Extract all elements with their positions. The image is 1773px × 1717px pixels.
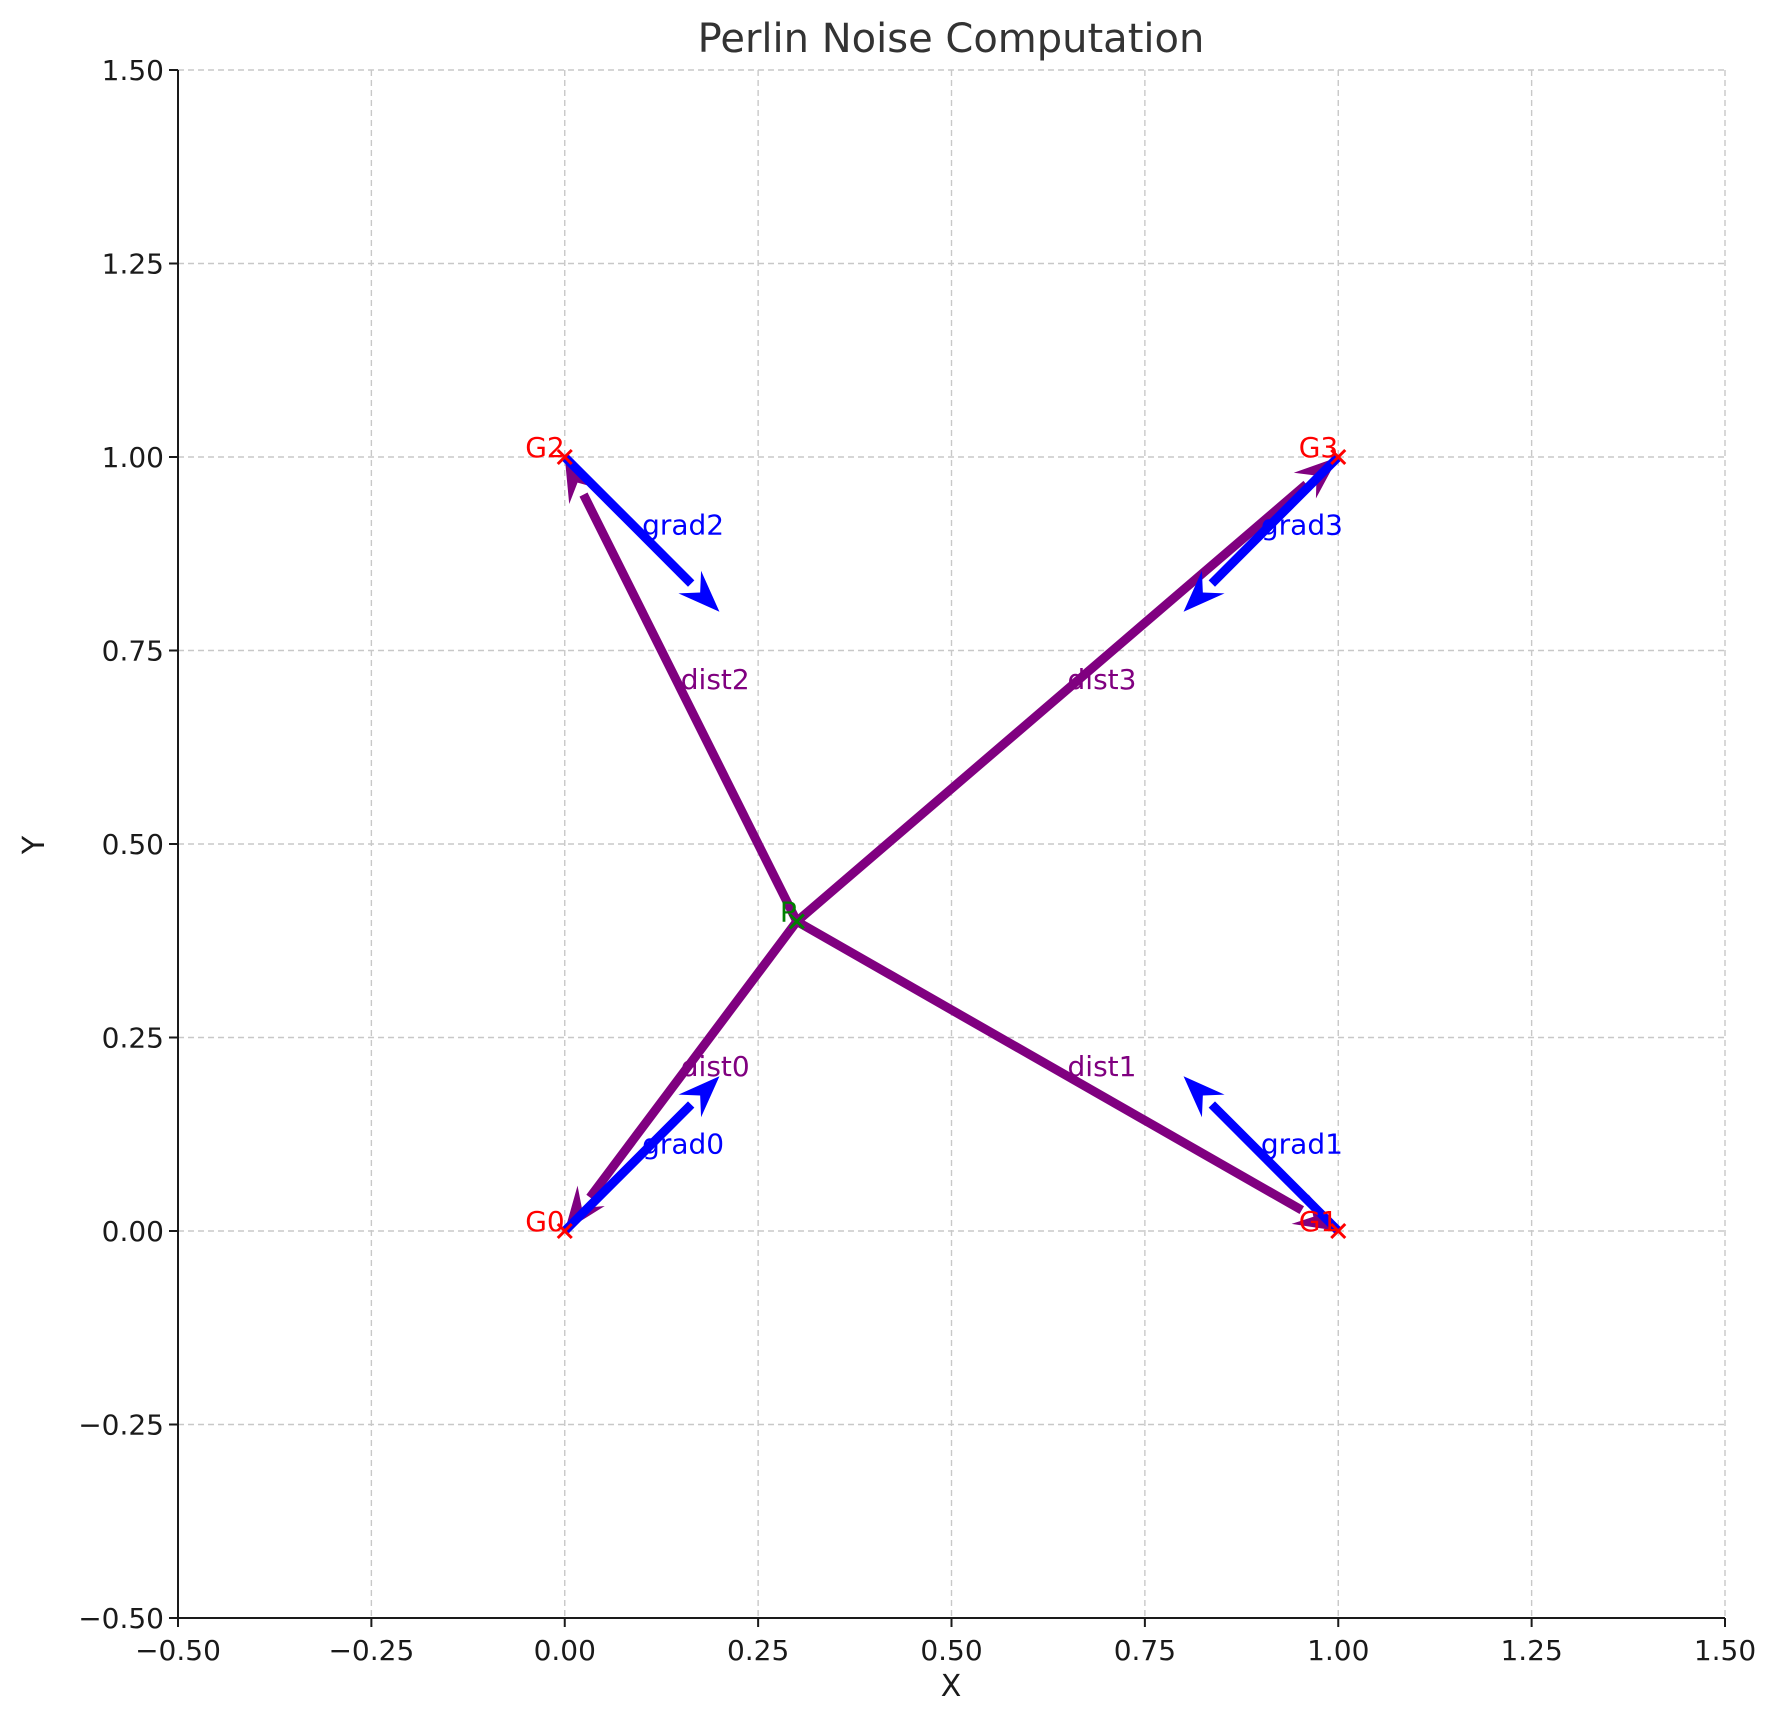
y-tick-label: 1.25 <box>102 248 164 281</box>
grid-point-marker-G3-stroke-b <box>1330 448 1347 466</box>
gradient-arrow-grad1 <box>1183 1076 1342 1235</box>
tick-marks: −0.50 −0.25 0.00 0.25 0.50 0.75 1.00 1.25 1.50 −0… <box>78 54 1756 1667</box>
distance-label: dist3 <box>1068 663 1137 696</box>
x-tick-label: 0.25 <box>727 1634 789 1667</box>
gradient-vectors <box>561 453 1342 1235</box>
x-tick-label: 1.50 <box>1694 1634 1756 1667</box>
x-tick-label: 0.50 <box>920 1634 982 1667</box>
x-tick-label: 0.00 <box>534 1634 596 1667</box>
gradient-arrow-grad3-head <box>1183 570 1225 612</box>
grid-point-label: G1 <box>1299 1205 1339 1238</box>
gradient-arrow-grad2-head <box>678 570 720 612</box>
gradient-arrow-grad0-shaft <box>561 1101 695 1235</box>
query-point-label: P <box>780 895 797 928</box>
x-axis-title: X <box>941 1669 962 1704</box>
query-point-marker <box>788 913 805 930</box>
grid-point-marker-G0 <box>556 1222 573 1240</box>
gradient-arrow-grad0 <box>561 1076 720 1235</box>
y-tick-label: −0.50 <box>78 1602 164 1635</box>
chart-title: Perlin Noise Computation <box>698 16 1205 62</box>
grid-point-marker-G1-stroke-b <box>1330 1222 1347 1240</box>
y-tick-label: 0.25 <box>102 1022 164 1055</box>
grid-point-label: G3 <box>1299 431 1339 464</box>
distance-arrow-dist0-shaft <box>586 918 801 1201</box>
grid-point-marker-G3 <box>1330 448 1347 466</box>
y-tick-label: 0.50 <box>102 828 164 861</box>
gradient-label: grad1 <box>1261 1128 1343 1161</box>
distance-label: dist1 <box>1068 1050 1137 1083</box>
x-tick-label: 1.00 <box>1307 1634 1369 1667</box>
grid-point-marker-G2-stroke-b <box>556 448 573 466</box>
x-tick-label: 0.75 <box>1114 1634 1176 1667</box>
grid-point-label: G2 <box>525 431 565 464</box>
gradient-arrow-grad1-shaft <box>1208 1101 1342 1235</box>
y-tick-label: −0.25 <box>78 1409 164 1442</box>
x-tick-label: −0.25 <box>328 1634 414 1667</box>
y-tick-label: 1.50 <box>102 54 164 87</box>
y-tick-label: 0.00 <box>102 1215 164 1248</box>
distance-label: dist0 <box>681 1050 750 1083</box>
gradient-label: grad0 <box>642 1128 724 1161</box>
query-point-marker-stroke-b <box>788 913 805 930</box>
grid-point-marker-G0-stroke-b <box>556 1222 573 1240</box>
gradient-label: grad2 <box>642 508 724 541</box>
x-tick-label: 1.25 <box>1500 1634 1562 1667</box>
gradient-arrow-grad3-shaft <box>1208 453 1342 587</box>
gradient-arrow-grad3 <box>1183 453 1342 612</box>
gradient-arrow-grad0-head <box>678 1076 720 1118</box>
distance-arrow-dist1-shaft <box>794 917 1305 1215</box>
y-tick-label: 0.75 <box>102 635 164 668</box>
gradient-arrow-grad2-shaft <box>561 453 695 587</box>
points <box>556 448 1347 1240</box>
x-tick-label: −0.50 <box>135 1634 221 1667</box>
distance-arrow-dist2-shaft <box>579 492 801 924</box>
y-tick-label: 1.00 <box>102 441 164 474</box>
gradient-arrow-grad2 <box>561 453 720 612</box>
distance-arrow-dist3-shaft <box>793 480 1310 925</box>
gradient-label: grad3 <box>1261 508 1343 541</box>
distance-label: dist2 <box>681 663 750 696</box>
grid-point-marker-G2 <box>556 448 573 466</box>
grid-point-marker-G1 <box>1330 1222 1347 1240</box>
grid-point-label: G0 <box>525 1205 565 1238</box>
gradient-arrow-grad1-head <box>1183 1076 1225 1118</box>
y-axis-title: Y <box>17 835 52 855</box>
